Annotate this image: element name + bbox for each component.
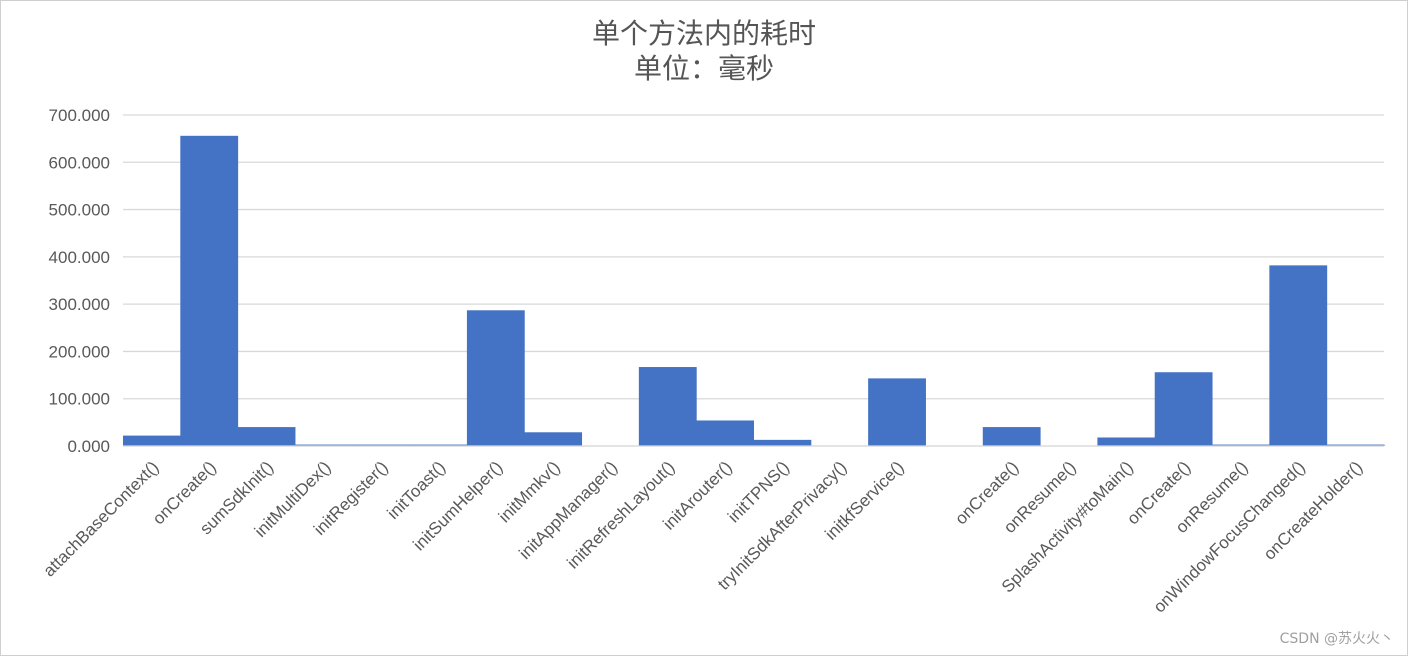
bar: [868, 378, 926, 446]
x-axis-ticks: attachBaseContext()onCreate()sumSdkInit(…: [39, 457, 1366, 616]
bar: [982, 427, 1041, 446]
bar: [696, 420, 754, 446]
bar: [1326, 444, 1385, 446]
bar: [1212, 444, 1270, 446]
y-tick-label: 600.000: [49, 153, 110, 172]
bar: [294, 444, 353, 446]
x-tick-label: attachBaseContext(): [39, 457, 162, 580]
y-tick-label: 100.000: [49, 390, 110, 409]
bar: [1154, 372, 1213, 446]
bar: [524, 432, 583, 446]
chart-title: 单个方法内的耗时: [591, 17, 816, 50]
y-axis-ticks: 0.000 100.000 200.000 300.000 400.000 500.000…: [49, 106, 110, 456]
bar: [180, 135, 239, 446]
bar: [409, 444, 468, 446]
bars: [123, 135, 1385, 446]
bar: [123, 435, 181, 446]
x-tick-label: onCreateHolder(): [1260, 457, 1366, 563]
y-tick-label: 0.000: [67, 437, 110, 456]
y-tick-label: 200.000: [49, 342, 110, 361]
bar: [1269, 265, 1328, 446]
watermark: CSDN @苏火火丶: [1279, 631, 1394, 647]
y-tick-label: 500.000: [49, 201, 110, 220]
chart-subtitle: 单位：毫秒: [633, 52, 774, 85]
bar: [237, 427, 296, 446]
y-tick-label: 700.000: [49, 106, 110, 125]
bar: [1097, 437, 1156, 446]
y-tick-label: 400.000: [49, 248, 110, 267]
bar: [352, 444, 411, 446]
x-tick-label: initAppManager(): [515, 457, 621, 563]
bar: [638, 367, 697, 446]
bar: [466, 310, 525, 446]
x-tick-label: initRefreshLayout(): [563, 457, 678, 572]
bar: [753, 439, 812, 446]
y-tick-label: 300.000: [49, 295, 110, 314]
